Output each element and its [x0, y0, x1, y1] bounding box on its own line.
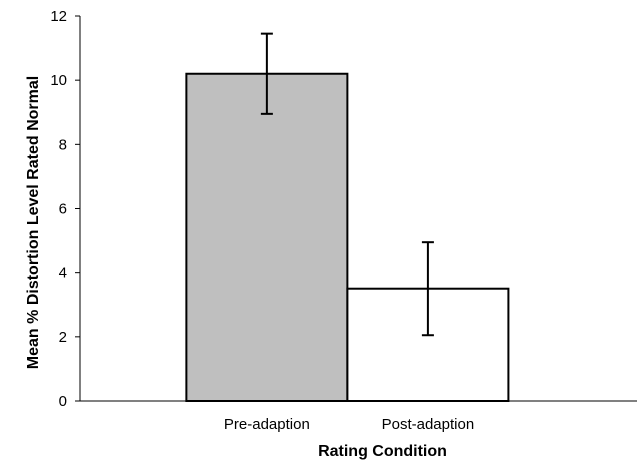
y-tick-label: 6	[59, 201, 67, 218]
bar-pre-adaption	[185, 72, 349, 402]
y-tick-label: 8	[59, 136, 67, 153]
y-tick-label: 2	[59, 329, 67, 346]
y-axis-title: Mean % Distortion Level Rated Normal	[25, 76, 42, 369]
y-tick-label: 12	[50, 8, 67, 25]
y-axis-ticks: 0 2 4 6 8 10 12	[50, 8, 80, 410]
x-axis-tick-labels: Pre-adaption Post-adaption	[224, 416, 474, 433]
y-tick-label: 0	[59, 393, 67, 410]
x-axis-title: Rating Condition	[318, 443, 447, 460]
y-tick-label: 10	[50, 72, 67, 89]
x-tick-label: Post-adaption	[382, 416, 475, 433]
x-tick-label: Pre-adaption	[224, 416, 310, 433]
bars	[185, 72, 510, 403]
error-bars	[260, 32, 434, 337]
y-tick-label: 4	[59, 265, 67, 282]
